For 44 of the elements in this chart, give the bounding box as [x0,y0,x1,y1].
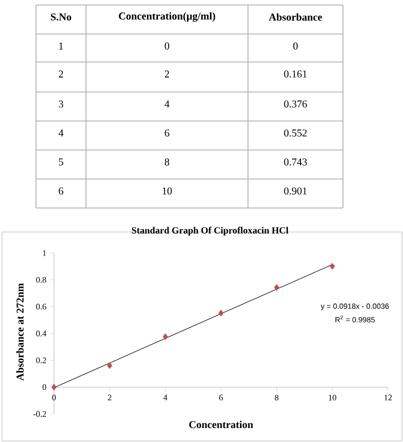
x-axis-title: Concentration [189,420,254,428]
y-tick-label: 1 [42,250,46,256]
text: 2 [164,70,170,78]
text: 0 [293,42,298,50]
text: 2 [58,70,64,78]
point [274,284,280,291]
text: 0 [164,42,170,50]
x-tick-label: 4 [163,394,168,400]
text: 5 [58,158,64,166]
text: 0.376 [284,100,307,108]
text: 0.743 [284,158,307,166]
chart-title: Standard Graph Of Ciprofloxacin HCl [132,226,288,236]
x-tick-label: 12 [384,394,392,400]
text: 10 [162,187,172,195]
point [218,310,224,316]
text: 1 [59,42,63,50]
x-tick-label: 10 [328,394,336,400]
y-tick-label: 0.6 [36,304,46,310]
text: Concentration(µg/ml) [118,12,216,22]
text: 6 [164,129,170,137]
x-tick-label: 8 [274,394,278,400]
x-tick-label: 0 [52,394,56,400]
y-tick-label: 0 [42,384,46,390]
text: 8 [164,158,170,166]
text: 6 [58,187,64,195]
y-tick-label: 0.8 [36,276,46,283]
text: 4 [58,130,64,136]
text: S.No [50,13,72,21]
y-tick-label: 0.4 [36,330,46,336]
point [330,262,335,270]
x-tick-label: 6 [219,394,223,400]
text: 4 [164,100,170,108]
point [162,333,168,340]
text: 0.161 [284,70,307,78]
text: Absorbance [268,13,322,21]
x-tick-label: 2 [108,394,112,400]
text: 0.901 [284,187,307,195]
y-axis-title: Absorbance at 272nm [16,283,24,381]
text: 3 [58,100,64,108]
point [51,384,57,391]
y-tick-label: -0.2 [33,411,46,417]
y-tick-label: 0.2 [36,357,46,364]
point [107,362,112,369]
text: 0.552 [284,129,307,137]
